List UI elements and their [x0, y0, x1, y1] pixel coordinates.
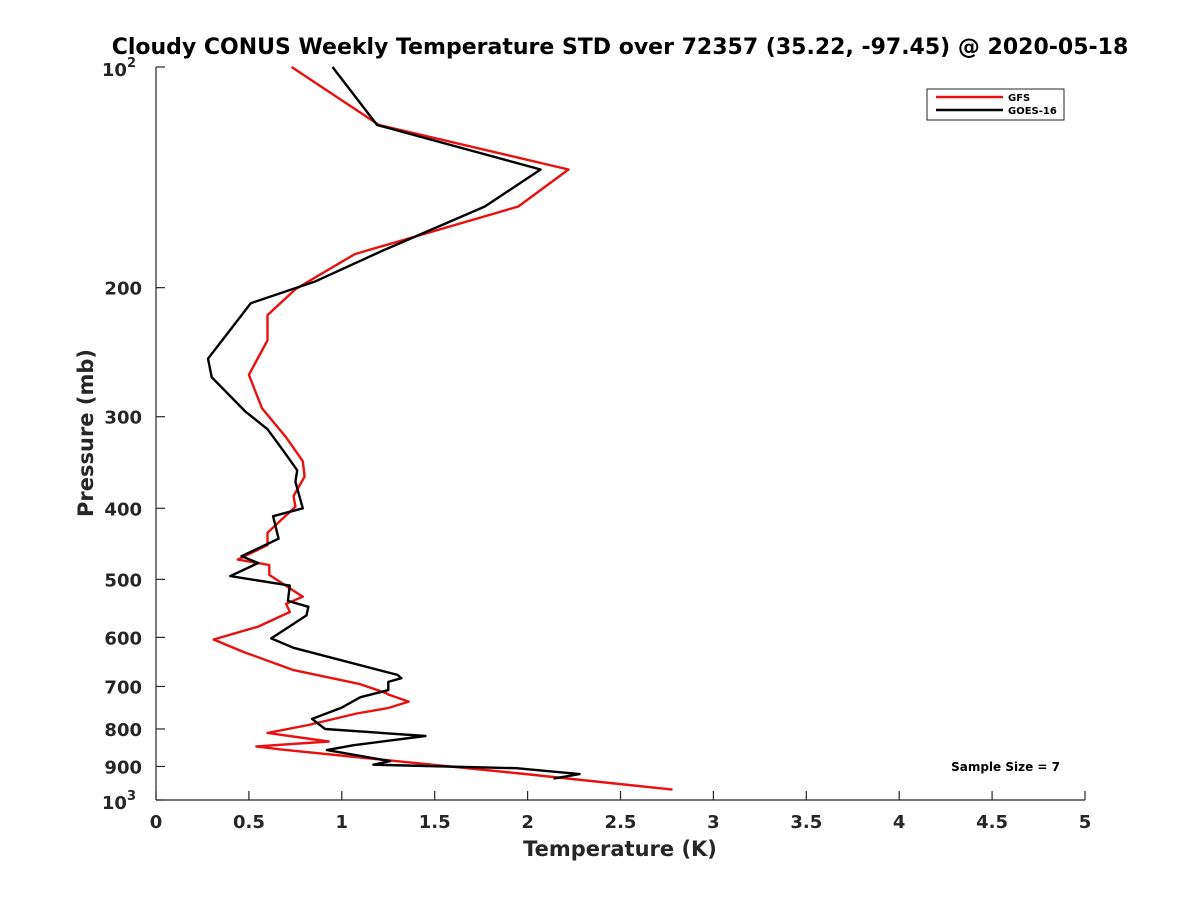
- x-tick-label: 1.5: [419, 812, 451, 833]
- plot-area: 0 0.5 1 1.5 2 2.5 3 3.5 4 4.5 5 102 200 300 400 500 600…: [102, 56, 1091, 833]
- x-tick-label: 0: [150, 812, 163, 833]
- x-tick-label: 2: [521, 812, 534, 833]
- y-tick-label: 300: [104, 408, 142, 429]
- y-tick-label: 102: [102, 56, 136, 81]
- y-tick-label: 500: [104, 570, 142, 591]
- x-tick-label: 5: [1079, 812, 1092, 833]
- x-tick-label: 4.5: [976, 812, 1008, 833]
- x-tick-label: 0.5: [233, 812, 265, 833]
- chart-title: Cloudy CONUS Weekly Temperature STD over…: [112, 35, 1129, 60]
- y-tick-label: 600: [104, 628, 142, 649]
- x-tick-label: 1: [336, 812, 349, 833]
- x-axis-label: Temperature (K): [523, 837, 717, 861]
- series-line-goes-16: [206, 66, 581, 780]
- y-tick-label: 200: [104, 279, 142, 300]
- x-axis-ticks: 0 0.5 1 1.5 2 2.5 3 3.5 4 4.5 5: [150, 791, 1092, 833]
- y-tick-label: 400: [104, 499, 142, 520]
- x-tick-label: 3.5: [790, 812, 822, 833]
- legend-label-gfs: GFS: [1008, 93, 1030, 104]
- legend-label-goes16: GOES-16: [1008, 106, 1057, 117]
- y-tick-label: 800: [104, 720, 142, 741]
- y-axis-label: Pressure (mb): [74, 349, 98, 517]
- y-tick-label: 103: [102, 789, 136, 814]
- legend-box: [926, 88, 1065, 121]
- y-axis-ticks: 102 200 300 400 500 600 700 800 900 103: [102, 56, 165, 814]
- series-line-gfs: [212, 66, 673, 791]
- data-lines: [206, 66, 673, 791]
- legend: GFS GOES-16: [926, 88, 1065, 121]
- x-tick-label: 3: [707, 812, 720, 833]
- x-tick-label: 2.5: [605, 812, 637, 833]
- x-tick-label: 4: [893, 812, 906, 833]
- y-tick-label: 900: [104, 757, 142, 778]
- sample-size-annotation: Sample Size = 7: [951, 760, 1060, 774]
- y-tick-label: 700: [104, 677, 142, 698]
